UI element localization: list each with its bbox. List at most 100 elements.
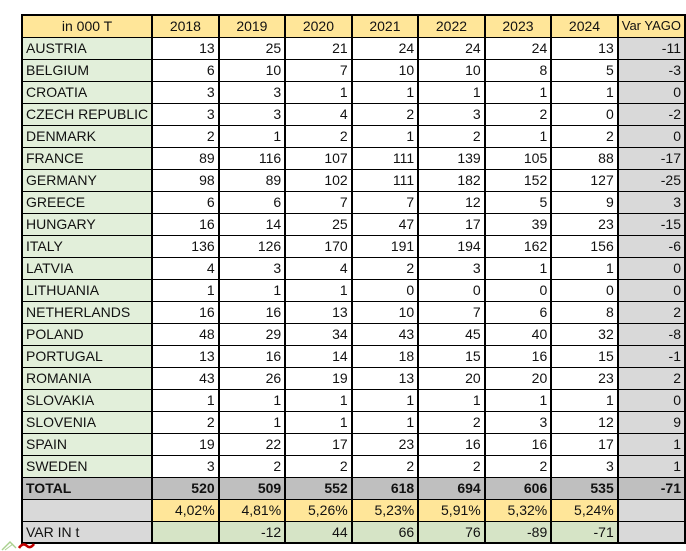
value-cell-2019: 3	[217, 102, 287, 126]
value-cell-2023: 162	[483, 234, 553, 258]
var-in-t-value-cell-2018	[151, 520, 220, 544]
value-cell-2023: 16	[483, 344, 553, 368]
partial-logo-icon	[1, 541, 35, 551]
value-cell-2022: 194	[417, 234, 486, 258]
table-row-italy: ITALY 136 126 170 191 194 162 156 -6	[20, 234, 686, 258]
table-row-slovenia: SLOVENIA 2 1 1 1 2 3 12 9	[20, 410, 686, 434]
table-row-croatia: CROATIA 3 3 1 1 1 1 1 0	[20, 80, 686, 104]
value-cell-2020: 34	[284, 322, 353, 346]
var-yago-cell: 1	[616, 432, 686, 456]
value-cell-2024: 1	[550, 256, 619, 280]
value-cell-2019: 25	[217, 36, 287, 60]
value-cell-2020: 25	[284, 212, 353, 236]
value-cell-2023: 105	[483, 146, 553, 170]
value-cell-2019: 116	[217, 146, 287, 170]
year-header-2021: 2021	[350, 14, 420, 38]
value-cell-2022: 0	[417, 278, 486, 302]
value-cell-2018: 3	[151, 80, 220, 104]
country-name-cell: GERMANY	[20, 168, 154, 192]
value-cell-2024: 17	[550, 432, 619, 456]
value-cell-2021: 10	[350, 58, 420, 82]
value-cell-2019: 16	[217, 300, 287, 324]
value-cell-2021: 18	[350, 344, 420, 368]
total-value-cell-2024: 535	[550, 476, 619, 500]
value-cell-2021: 24	[350, 36, 420, 60]
table-row-austria: AUSTRIA 13 25 21 24 24 24 13 -11	[20, 36, 686, 60]
value-cell-2020: 4	[284, 102, 353, 126]
value-cell-2023: 39	[483, 212, 553, 236]
value-cell-2021: 43	[350, 322, 420, 346]
var-yago-cell: -11	[616, 36, 686, 60]
country-name-cell: LATVIA	[20, 256, 154, 280]
table-row-poland: POLAND 48 29 34 43 45 40 32 -8	[20, 322, 686, 346]
value-cell-2024: 0	[550, 102, 619, 126]
value-cell-2024: 9	[550, 190, 619, 214]
share-var-yago-cell	[616, 498, 686, 522]
var-yago-cell: -2	[616, 102, 686, 126]
var-in-t-label-cell: VAR IN t	[20, 520, 154, 544]
value-cell-2018: 4	[151, 256, 220, 280]
country-name-cell: GREECE	[20, 190, 154, 214]
value-cell-2022: 24	[417, 36, 486, 60]
var-in-t-value-cell-2022: 76	[417, 520, 486, 544]
country-name-cell: FRANCE	[20, 146, 154, 170]
value-cell-2021: 23	[350, 432, 420, 456]
value-cell-2019: 10	[217, 58, 287, 82]
year-header-2022: 2022	[417, 14, 486, 38]
table-row-portugal: PORTUGAL 13 16 14 18 15 16 15 -1	[20, 344, 686, 368]
value-cell-2018: 16	[151, 300, 220, 324]
var-yago-cell: 0	[616, 124, 686, 148]
value-cell-2022: 17	[417, 212, 486, 236]
var-yago-cell: 2	[616, 366, 686, 390]
value-cell-2020: 1	[284, 388, 353, 412]
value-cell-2020: 170	[284, 234, 353, 258]
var-yago-header-cell: Var YAGO	[616, 14, 686, 38]
table-row-latvia: LATVIA 4 3 4 2 3 1 1 0	[20, 256, 686, 280]
table-row-greece: GREECE 6 6 7 7 12 5 9 3	[20, 190, 686, 214]
total-value-cell-2021: 618	[350, 476, 420, 500]
value-cell-2022: 20	[417, 366, 486, 390]
table-row-netherlands: NETHERLANDS 16 16 13 10 7 6 8 2	[20, 300, 686, 324]
value-cell-2020: 19	[284, 366, 353, 390]
value-cell-2020: 2	[284, 124, 353, 148]
var-in-t-value-cell-2021: 66	[350, 520, 420, 544]
value-cell-2018: 6	[151, 190, 220, 214]
year-header-2024: 2024	[550, 14, 619, 38]
var-yago-cell: -25	[616, 168, 686, 192]
value-cell-2020: 1	[284, 410, 353, 434]
value-cell-2024: 127	[550, 168, 619, 192]
value-cell-2018: 3	[151, 454, 220, 478]
table-row-romania: ROMANIA 43 26 19 13 20 20 23 2	[20, 366, 686, 390]
var-yago-cell: -15	[616, 212, 686, 236]
value-cell-2021: 1	[350, 80, 420, 104]
country-name-cell: ITALY	[20, 234, 154, 258]
total-value-cell-2018: 520	[151, 476, 220, 500]
value-cell-2019: 14	[217, 212, 287, 236]
country-name-cell: AUSTRIA	[20, 36, 154, 60]
value-cell-2024: 3	[550, 454, 619, 478]
country-name-cell: NETHERLANDS	[20, 300, 154, 324]
value-cell-2018: 13	[151, 36, 220, 60]
country-name-cell: SLOVAKIA	[20, 388, 154, 412]
table-row-spain: SPAIN 19 22 17 23 16 16 17 1	[20, 432, 686, 456]
value-cell-2019: 1	[217, 124, 287, 148]
value-cell-2023: 5	[483, 190, 553, 214]
value-cell-2018: 98	[151, 168, 220, 192]
share-value-cell-2022: 5,91%	[417, 498, 486, 522]
value-cell-2019: 1	[217, 388, 287, 412]
value-cell-2021: 7	[350, 190, 420, 214]
var-yago-cell: -6	[616, 234, 686, 258]
value-cell-2019: 22	[217, 432, 287, 456]
var-yago-cell: 0	[616, 80, 686, 104]
var-in-t-value-cell-2023: -89	[483, 520, 553, 544]
country-name-cell: HUNGARY	[20, 212, 154, 236]
value-cell-2024: 12	[550, 410, 619, 434]
value-cell-2023: 152	[483, 168, 553, 192]
value-cell-2023: 6	[483, 300, 553, 324]
table-body: AUSTRIA 13 25 21 24 24 24 13 -11 BELGIUM 6 10 7 10 10 8…	[20, 36, 686, 544]
value-cell-2020: 21	[284, 36, 353, 60]
value-cell-2020: 14	[284, 344, 353, 368]
value-cell-2018: 16	[151, 212, 220, 236]
value-cell-2023: 24	[483, 36, 553, 60]
value-cell-2019: 3	[217, 256, 287, 280]
